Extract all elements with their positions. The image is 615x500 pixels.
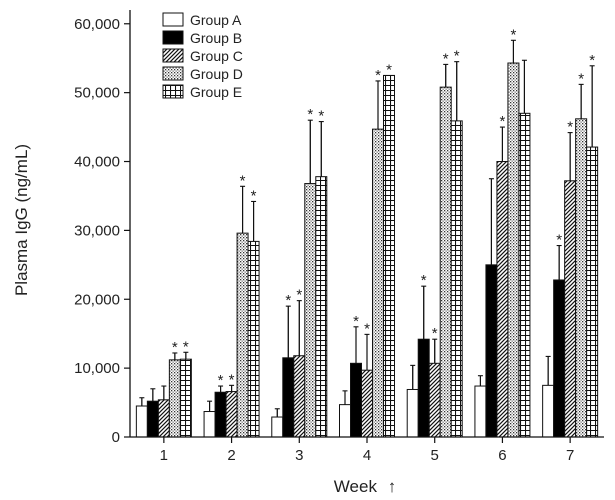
y-tick-label: 60,000 xyxy=(74,16,120,33)
bar-group-a xyxy=(542,384,555,438)
significance-star: * xyxy=(421,272,427,289)
significance-star: * xyxy=(443,50,449,67)
bar-group-e xyxy=(586,146,599,438)
significance-star: * xyxy=(229,371,235,388)
x-axis-title: Week ↑ xyxy=(334,477,396,496)
x-tick-label: 2 xyxy=(227,447,235,464)
legend-label: Group D xyxy=(190,66,243,82)
bar-group-e xyxy=(383,74,395,438)
bar-group-e xyxy=(518,112,531,438)
bar-group-c xyxy=(496,161,509,438)
bar-group-d xyxy=(372,128,384,438)
y-tick-label: 30,000 xyxy=(74,222,120,239)
significance-star: * xyxy=(183,338,189,355)
bar-group-d xyxy=(236,232,249,438)
bar-group-b xyxy=(553,279,566,438)
bar-group-b xyxy=(350,362,362,438)
bar-group-e xyxy=(315,176,328,438)
significance-star: * xyxy=(556,232,562,249)
legend-label: Group E xyxy=(190,84,242,100)
x-axis-title-text: Week xyxy=(334,477,378,496)
significance-star: * xyxy=(589,52,595,69)
significance-star: * xyxy=(567,119,573,136)
legend-swatch xyxy=(162,30,184,45)
significance-star: * xyxy=(578,70,584,87)
significance-star: * xyxy=(285,292,291,309)
bar-group-e xyxy=(179,358,192,438)
y-tick-label: 40,000 xyxy=(74,154,120,171)
x-tick-label: 5 xyxy=(431,447,439,464)
up-arrow-icon: ↑ xyxy=(388,477,397,496)
bar-group-c xyxy=(428,362,441,438)
y-tick-label: 0 xyxy=(112,429,120,446)
significance-star: * xyxy=(353,313,359,330)
legend-swatch xyxy=(162,12,184,27)
significance-star: * xyxy=(454,48,460,65)
significance-star: * xyxy=(364,320,370,337)
legend-swatch xyxy=(162,66,184,81)
significance-star: * xyxy=(500,113,506,130)
bar-group-a xyxy=(203,411,216,438)
significance-star: * xyxy=(172,339,178,356)
bar-group-d xyxy=(507,62,520,438)
bar-group-d xyxy=(439,86,452,438)
bar-group-e xyxy=(247,240,260,438)
y-axis-title: Plasma IgG (ng/mL) xyxy=(12,144,31,296)
y-ticks: 0 10,000 20,000 30,000 40,000 50,000 60,000 xyxy=(74,16,130,446)
bar-group-d xyxy=(168,359,181,438)
bar-group-b xyxy=(417,338,430,438)
bar-group-b xyxy=(485,264,498,438)
x-ticks: 1 2 3 4 5 6 7 xyxy=(160,437,574,464)
significance-star: * xyxy=(307,106,313,123)
bar-group-c xyxy=(361,369,373,438)
y-tick-label: 10,000 xyxy=(74,360,120,377)
bar-group-c xyxy=(564,180,577,438)
x-tick-label: 6 xyxy=(498,447,506,464)
x-tick-label: 1 xyxy=(160,447,168,464)
bar-group-a xyxy=(474,385,487,438)
y-tick-label: 50,000 xyxy=(74,85,120,102)
significance-star: * xyxy=(318,108,324,125)
x-tick-label: 4 xyxy=(363,447,371,464)
bar-group-a xyxy=(339,404,351,438)
bar-group-c xyxy=(293,355,306,438)
significance-star: * xyxy=(296,287,302,304)
legend-swatch xyxy=(162,84,184,99)
bar-group-b xyxy=(282,357,295,438)
significance-star: * xyxy=(386,61,392,78)
bar-group-d xyxy=(575,118,588,438)
legend-label: Group B xyxy=(190,30,242,46)
significance-star: * xyxy=(511,26,517,43)
bar-group-a xyxy=(135,405,148,438)
x-tick-label: 7 xyxy=(566,447,574,464)
bar-group-a xyxy=(406,388,419,438)
y-tick-label: 20,000 xyxy=(74,291,120,308)
significance-star: * xyxy=(240,172,246,189)
bar-group-c xyxy=(157,399,170,438)
bars-layer: * * * * * * * * * * * * * * * * * * * * * * * * xyxy=(135,26,599,438)
bar-group-a xyxy=(271,416,284,438)
significance-star: * xyxy=(432,325,438,342)
significance-star: * xyxy=(375,67,381,84)
significance-star: * xyxy=(218,372,224,389)
bar-group-c xyxy=(225,391,238,438)
bar-group-b xyxy=(214,391,227,438)
bar-group-b xyxy=(146,400,159,438)
significance-star: * xyxy=(251,187,257,204)
legend-label: Group A xyxy=(190,12,242,28)
x-tick-label: 3 xyxy=(295,447,303,464)
bar-group-d xyxy=(304,183,317,438)
legend: Group A Group B Group C Group D Group E xyxy=(162,12,243,100)
legend-label: Group C xyxy=(190,48,243,64)
bar-group-e xyxy=(450,120,463,438)
legend-swatch xyxy=(162,48,184,63)
